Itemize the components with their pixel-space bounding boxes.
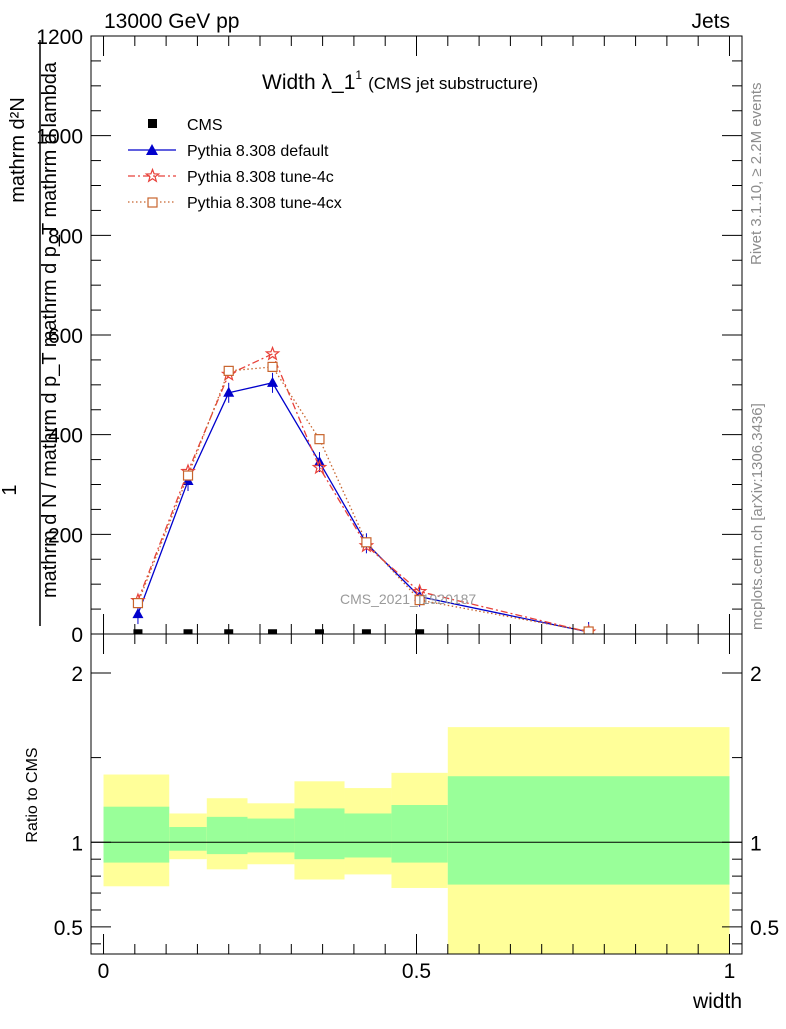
header-left: 13000 GeV pp bbox=[104, 10, 239, 33]
y-tick-label: 200 bbox=[48, 524, 83, 547]
y-tick-label: 0 bbox=[71, 624, 83, 647]
y-tick-label: 1000 bbox=[36, 126, 83, 149]
data-point-pythia-8-308-tune-4cx bbox=[414, 595, 425, 606]
data-point-cms bbox=[415, 629, 425, 634]
y-tick-label: 400 bbox=[48, 425, 83, 448]
data-point-cms bbox=[361, 629, 371, 634]
ratio-band-inner bbox=[294, 808, 345, 860]
ratio-band-inner bbox=[247, 818, 295, 853]
x-tick-label: 0.5 bbox=[402, 960, 431, 983]
y-tick-label: 600 bbox=[48, 325, 83, 348]
header-right: Jets bbox=[691, 10, 730, 33]
legend-item-tune-4cx: Pythia 8.308 tune-4cx bbox=[128, 195, 342, 212]
ratio-band-inner bbox=[206, 816, 248, 855]
legend-label-default: Pythia 8.308 default bbox=[187, 143, 329, 160]
data-point-pythia-8-308-tune-4cx bbox=[583, 626, 594, 634]
watermark: CMS_2021_I1920187 bbox=[340, 591, 476, 607]
y-axis-label-top: 1 bbox=[0, 484, 21, 495]
ratio-y-tick-label: 2 bbox=[71, 663, 83, 686]
ratio-band-inner bbox=[103, 806, 170, 863]
data-point-pythia-8-308-tune-4cx bbox=[132, 598, 144, 609]
data-point-pythia-8-308-tune-4cx bbox=[182, 470, 194, 481]
y-axis-label-numerator: mathrm d²N bbox=[7, 97, 29, 203]
series-line-pythia-8-308-tune-4cx bbox=[137, 366, 589, 633]
legend-marker-cms bbox=[148, 119, 157, 128]
ratio-y-tick-label-right: 0.5 bbox=[750, 917, 779, 940]
plot-title-main: Width λ_1 bbox=[262, 71, 355, 94]
data-point-pythia-8-308-tune-4cx bbox=[314, 434, 325, 445]
legend-label-cms: CMS bbox=[187, 117, 223, 134]
y-axis-label: 1 mathrm d²N mathrm d N / mathrm d p_T m… bbox=[0, 40, 61, 626]
y-tick-label: 1200 bbox=[36, 26, 83, 49]
ratio-y-axis-label: Ratio to CMS bbox=[24, 747, 41, 842]
ratio-band-inner bbox=[169, 827, 207, 851]
legend-item-tune-4c: Pythia 8.308 tune-4c bbox=[128, 167, 334, 186]
series-line-pythia-8-308-default bbox=[137, 382, 589, 633]
ratio-y-tick-label-right: 1 bbox=[750, 832, 762, 855]
data-point-pythia-8-308-tune-4c bbox=[311, 459, 328, 475]
data-point-pythia-8-308-tune-4cx bbox=[267, 361, 278, 372]
legend-item-default: Pythia 8.308 default bbox=[128, 143, 329, 160]
data-point-cms bbox=[133, 629, 143, 634]
ratio-y-tick-label-right: 2 bbox=[750, 663, 762, 686]
plot-title-subtitle: (CMS jet substructure) bbox=[368, 74, 538, 93]
series-line-pythia-8-308-tune-4c bbox=[137, 353, 589, 633]
y-tick-label: 800 bbox=[48, 225, 83, 248]
data-point-pythia-8-308-tune-4c bbox=[264, 345, 281, 361]
ratio-y-tick-label: 1 bbox=[71, 832, 83, 855]
legend-label-tune-4c: Pythia 8.308 tune-4c bbox=[187, 169, 334, 186]
plot-title-superscript: 1 bbox=[355, 68, 362, 82]
ratio-band-inner bbox=[344, 813, 392, 858]
ratio-y-tick-label: 0.5 bbox=[54, 917, 83, 940]
y-axis-label-denominator: mathrm d N / mathrm d p_T mathrm d p_T m… bbox=[39, 61, 61, 598]
data-point-cms bbox=[183, 629, 193, 634]
ratio-band-inner bbox=[447, 776, 730, 885]
legend-label-tune-4cx: Pythia 8.308 tune-4cx bbox=[187, 195, 342, 212]
mcplots-label: mcplots.cern.ch [arXiv:1306.3436] bbox=[749, 403, 766, 630]
legend-item-cms: CMS bbox=[148, 117, 223, 134]
data-point-cms bbox=[268, 629, 278, 634]
data-point-cms bbox=[314, 629, 324, 634]
legend: CMS Pythia 8.308 default Pythia 8.308 tu… bbox=[128, 117, 342, 212]
data-point-pythia-8-308-tune-4cx bbox=[361, 537, 372, 548]
ratio-panel: 0.5 0.5 1 1 2 2 0 0.5 1 Ratio to CMS width bbox=[24, 633, 779, 1013]
x-tick-label: 0 bbox=[98, 960, 110, 983]
legend-marker-tune-4cx bbox=[147, 197, 158, 208]
data-point-pythia-8-308-tune-4cx bbox=[223, 365, 234, 376]
ratio-band-inner bbox=[391, 805, 448, 863]
data-point-pythia-8-308-tune-4c bbox=[411, 583, 428, 599]
x-tick-label: 1 bbox=[724, 960, 736, 983]
legend-marker-tune-4c bbox=[144, 167, 161, 183]
x-axis-label: width bbox=[692, 990, 742, 1013]
rivet-label: Rivet 3.1.10, ≥ 2.2M events bbox=[748, 83, 765, 266]
legend-marker-default bbox=[146, 144, 158, 155]
plot-title: Width λ_11 (CMS jet substructure) bbox=[262, 68, 538, 94]
